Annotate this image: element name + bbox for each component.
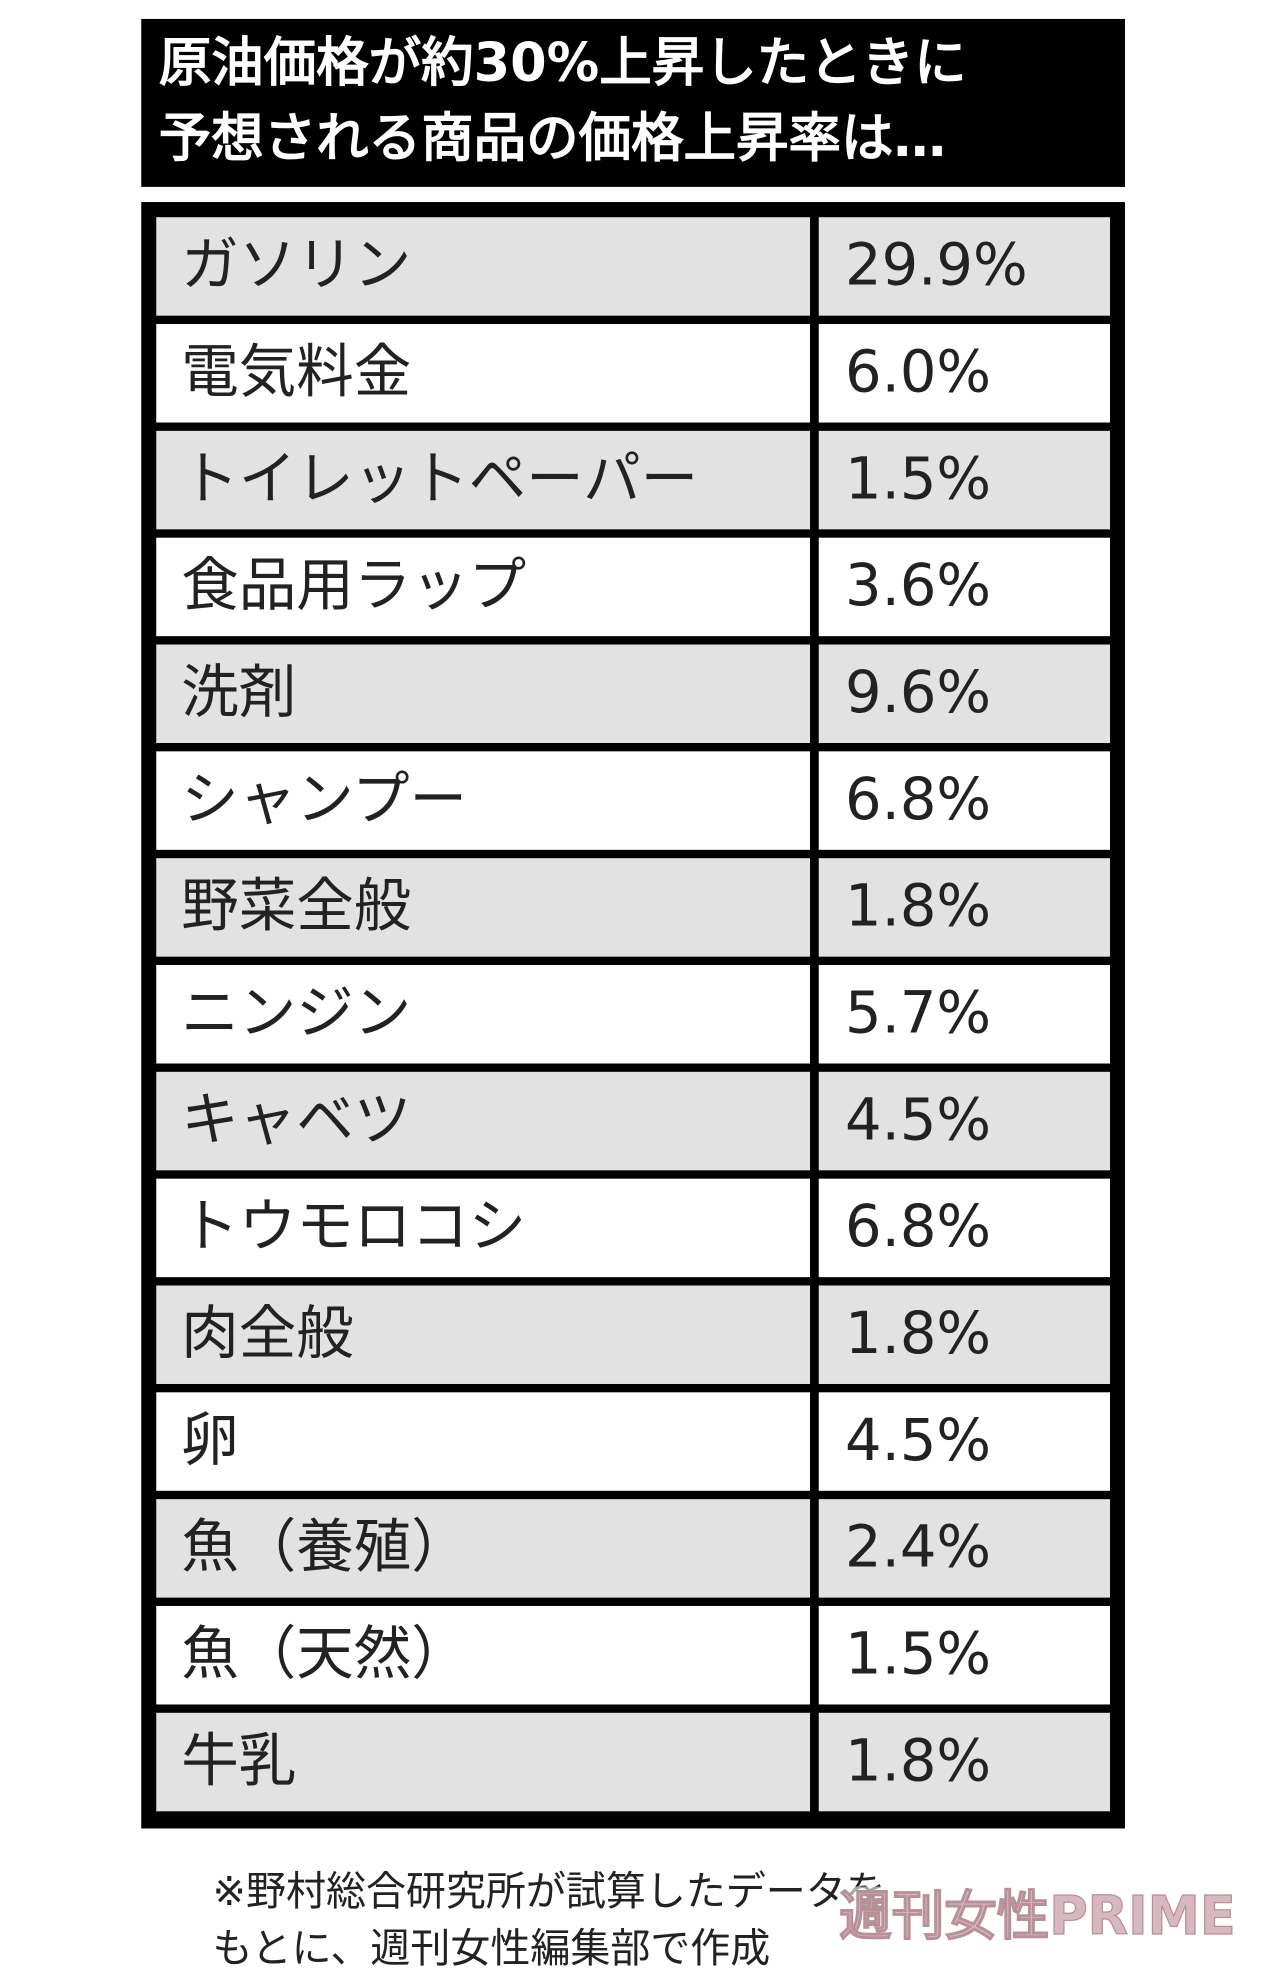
item-name: 肉全般 xyxy=(181,1299,353,1367)
item-name: ニンジン xyxy=(181,978,411,1046)
rate-value: 2.4% xyxy=(845,1512,991,1580)
cell-bg xyxy=(156,644,810,744)
cell-bg xyxy=(818,1178,1110,1278)
cell-bg xyxy=(156,217,810,316)
item-name: 魚（天然） xyxy=(181,1619,468,1687)
cell-bg xyxy=(156,1071,810,1171)
title-line: 予想される商品の価格上昇率は… xyxy=(159,108,946,169)
cell-bg xyxy=(818,858,1110,957)
cell-bg xyxy=(818,1285,1110,1384)
title-line: 原油価格が約30%上昇したときに xyxy=(159,32,967,93)
cell-bg xyxy=(156,1712,810,1812)
rate-value: 4.5% xyxy=(845,1085,991,1153)
cell-bg xyxy=(818,964,1110,1064)
cell-bg xyxy=(818,1605,1110,1705)
rate-value: 1.8% xyxy=(845,1299,991,1367)
cell-bg xyxy=(818,430,1110,530)
item-name: 牛乳 xyxy=(181,1726,296,1794)
footnote-line: ※野村総合研究所が試算したデータを xyxy=(213,1869,886,1915)
item-name: トイレットペーパー xyxy=(181,444,698,512)
cell-bg xyxy=(156,1285,810,1384)
cell-bg xyxy=(156,751,810,850)
item-name: 卵 xyxy=(181,1406,238,1474)
rate-value: 3.6% xyxy=(845,551,991,619)
cell-bg xyxy=(818,537,1110,637)
cell-bg xyxy=(156,324,810,423)
title-box xyxy=(141,18,1125,187)
cell-bg xyxy=(156,1178,810,1278)
cell-bg xyxy=(818,1712,1110,1812)
table-body: ガソリン 29.9% 電気料金 6.0% トイレットペーパー 1.5% 食品用ラップ 3.6%… xyxy=(156,217,1110,1812)
cell-bg xyxy=(818,751,1110,850)
cell-bg xyxy=(818,217,1110,316)
item-name: キャベツ xyxy=(181,1085,411,1153)
footnote-line: もとに、週刊女性編集部で作成 xyxy=(213,1926,771,1972)
rate-value: 9.6% xyxy=(845,658,991,726)
cell-bg xyxy=(156,537,810,637)
item-name: シャンプー xyxy=(181,765,467,833)
rate-value: 6.8% xyxy=(845,1192,991,1260)
cell-bg xyxy=(818,324,1110,423)
cell-bg xyxy=(156,858,810,957)
item-name: トウモロコシ xyxy=(181,1192,526,1260)
item-name: 野菜全般 xyxy=(181,871,411,939)
item-name: 食品用ラップ xyxy=(181,551,526,619)
rate-value: 5.7% xyxy=(845,978,991,1046)
item-name: ガソリン xyxy=(181,230,411,298)
rate-value: 1.5% xyxy=(845,444,991,512)
watermark-bg xyxy=(837,1886,1238,1953)
cell-bg xyxy=(818,1392,1110,1491)
rate-value: 4.5% xyxy=(845,1406,991,1474)
cell-bg xyxy=(156,430,810,530)
cell-bg xyxy=(156,964,810,1064)
cell-bg xyxy=(818,1499,1110,1598)
cell-bg xyxy=(818,644,1110,744)
rate-value: 29.9% xyxy=(845,230,1028,298)
rate-value: 6.0% xyxy=(845,337,991,405)
cell-bg xyxy=(156,1605,810,1705)
watermark: 週刊女性PRIME xyxy=(839,1886,1235,1947)
cell-bg xyxy=(156,1499,810,1598)
rate-value: 1.5% xyxy=(845,1619,991,1687)
rate-value: 6.8% xyxy=(845,765,991,833)
cell-bg xyxy=(156,1392,810,1491)
rate-value: 1.8% xyxy=(845,871,991,939)
item-name: 魚（養殖） xyxy=(181,1512,468,1580)
item-name: 洗剤 xyxy=(181,658,296,726)
cell-bg xyxy=(818,1071,1110,1171)
rate-value: 1.8% xyxy=(845,1726,991,1794)
item-name: 電気料金 xyxy=(181,337,411,405)
